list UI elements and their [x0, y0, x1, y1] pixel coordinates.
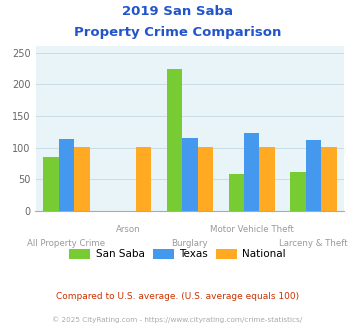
Bar: [43, 157, 59, 211]
Bar: [74, 147, 89, 211]
Bar: [182, 138, 198, 211]
Bar: [260, 147, 275, 211]
Bar: [321, 147, 337, 211]
Text: 2019 San Saba: 2019 San Saba: [122, 5, 233, 18]
Text: Motor Vehicle Theft: Motor Vehicle Theft: [210, 225, 294, 234]
Text: Burglary: Burglary: [171, 239, 208, 248]
Bar: [306, 140, 321, 211]
Text: Compared to U.S. average. (U.S. average equals 100): Compared to U.S. average. (U.S. average …: [56, 292, 299, 301]
Bar: [167, 69, 182, 211]
Bar: [290, 173, 306, 211]
Bar: [136, 147, 151, 211]
Text: Property Crime Comparison: Property Crime Comparison: [74, 26, 281, 39]
Bar: [244, 133, 260, 211]
Bar: [59, 139, 74, 211]
Bar: [198, 147, 213, 211]
Bar: [229, 174, 244, 211]
Legend: San Saba, Texas, National: San Saba, Texas, National: [65, 245, 290, 263]
Text: Arson: Arson: [116, 225, 141, 234]
Text: © 2025 CityRating.com - https://www.cityrating.com/crime-statistics/: © 2025 CityRating.com - https://www.city…: [53, 317, 302, 323]
Text: All Property Crime: All Property Crime: [27, 239, 105, 248]
Text: Larceny & Theft: Larceny & Theft: [279, 239, 348, 248]
